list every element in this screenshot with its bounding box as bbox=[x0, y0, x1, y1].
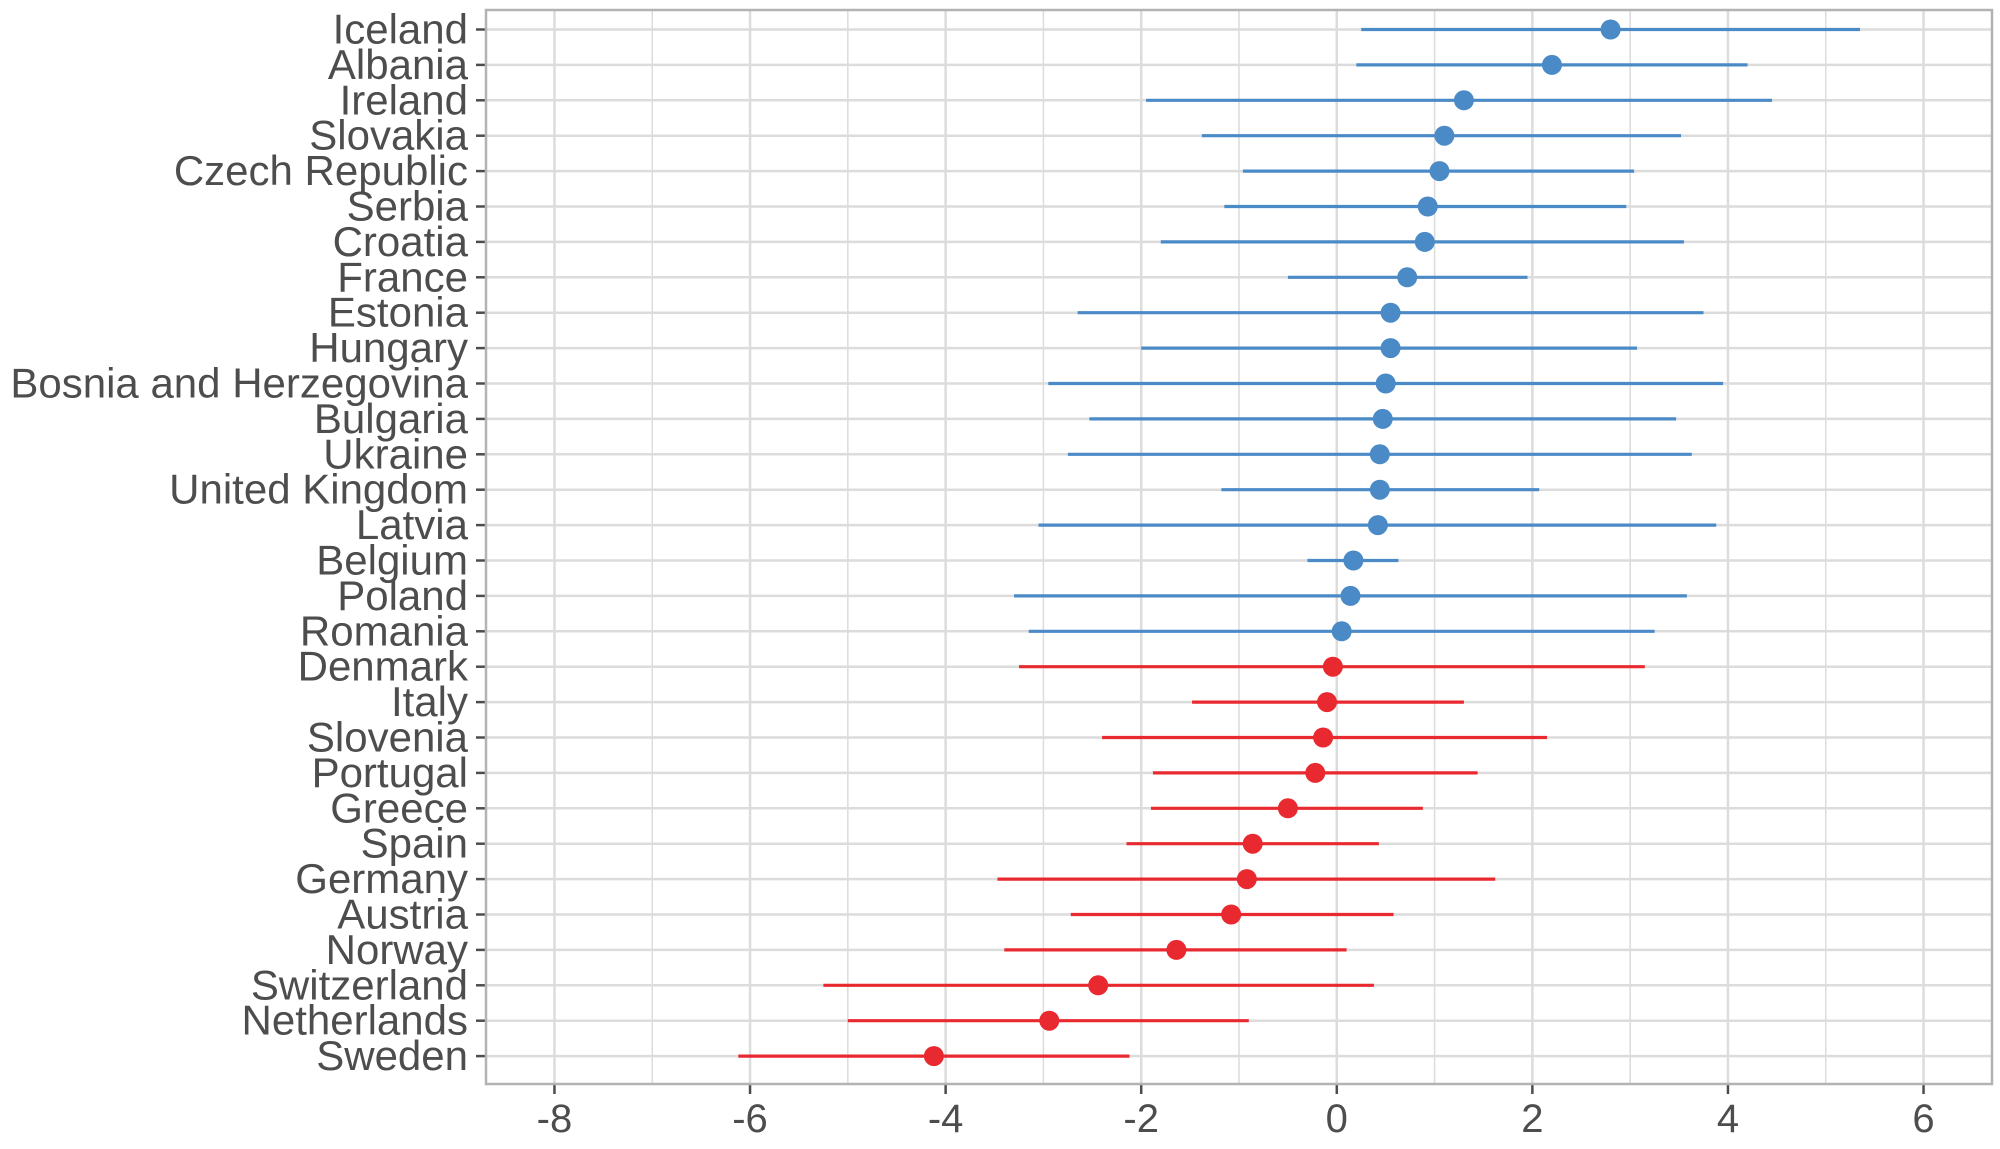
estimate-point bbox=[1541, 54, 1562, 75]
estimate-point bbox=[1417, 196, 1438, 217]
x-tick-label: -6 bbox=[732, 1097, 768, 1141]
estimate-point bbox=[1236, 869, 1257, 890]
y-tick-label: Italy bbox=[391, 678, 468, 725]
estimate-point bbox=[1369, 479, 1390, 500]
y-tick-label: Norway bbox=[326, 926, 468, 973]
interval-layer bbox=[738, 27, 1860, 1058]
y-tick-label: Romania bbox=[300, 607, 469, 654]
y-tick-label: Denmark bbox=[298, 643, 469, 690]
x-tick-label: -8 bbox=[537, 1097, 573, 1141]
y-tick-label: Greece bbox=[330, 784, 468, 831]
estimate-point bbox=[1305, 762, 1326, 783]
estimate-point bbox=[1340, 585, 1361, 606]
estimate-point bbox=[923, 1046, 944, 1067]
y-tick-label: Croatia bbox=[333, 218, 469, 265]
y-tick-label: Ireland bbox=[340, 76, 468, 123]
estimate-point bbox=[1380, 338, 1401, 359]
estimate-point bbox=[1331, 621, 1352, 642]
y-tick-label: Austria bbox=[337, 891, 468, 938]
estimate-point bbox=[1317, 692, 1338, 713]
estimate-point bbox=[1453, 90, 1474, 111]
estimate-point bbox=[1380, 302, 1401, 323]
y-tick-label: Portugal bbox=[312, 749, 468, 796]
estimate-point bbox=[1369, 444, 1390, 465]
estimate-point bbox=[1414, 231, 1435, 252]
estimate-point bbox=[1434, 125, 1455, 146]
y-tick-label: Netherlands bbox=[242, 997, 468, 1044]
estimate-point bbox=[1600, 19, 1621, 40]
point-layer bbox=[923, 19, 1621, 1067]
panel-border bbox=[484, 8, 1994, 1086]
y-tick-label: Albania bbox=[328, 41, 469, 88]
x-axis-ticks: -8 -6 -4 -2 0 2 4 6 bbox=[537, 1084, 1935, 1141]
y-tick-label: Estonia bbox=[328, 289, 469, 336]
y-tick-label: Spain bbox=[361, 820, 468, 867]
estimate-point bbox=[1429, 161, 1450, 182]
x-tick-label: -2 bbox=[1123, 1097, 1159, 1141]
y-tick-label: Slovenia bbox=[307, 714, 469, 761]
estimate-point bbox=[1221, 904, 1242, 925]
y-tick-label: Bulgaria bbox=[314, 395, 469, 442]
y-tick-label: Bosnia and Herzegovina bbox=[10, 360, 468, 407]
y-tick-label: Iceland bbox=[333, 6, 468, 53]
estimate-point bbox=[1166, 939, 1187, 960]
y-tick-label: Latvia bbox=[356, 501, 469, 548]
estimate-point bbox=[1367, 515, 1388, 536]
x-tick-label: -4 bbox=[928, 1097, 964, 1141]
x-tick-label: 4 bbox=[1717, 1097, 1739, 1141]
y-tick-label: Ukraine bbox=[323, 430, 468, 477]
y-tick-label: Germany bbox=[295, 855, 468, 902]
y-tick-label: Czech Republic bbox=[174, 147, 468, 194]
y-tick-label: Slovakia bbox=[309, 112, 468, 159]
y-tick-label: Sweden bbox=[316, 1032, 468, 1079]
y-tick-label: Serbia bbox=[347, 183, 469, 230]
estimate-point bbox=[1088, 975, 1109, 996]
estimate-point bbox=[1375, 373, 1396, 394]
x-tick-label: 2 bbox=[1521, 1097, 1543, 1141]
estimate-point bbox=[1313, 727, 1334, 748]
y-tick-label: United Kingdom bbox=[169, 466, 468, 513]
estimate-point bbox=[1397, 267, 1418, 288]
y-tick-label: Hungary bbox=[309, 324, 468, 371]
estimate-point bbox=[1242, 833, 1263, 854]
estimate-point bbox=[1039, 1010, 1060, 1031]
estimate-point bbox=[1322, 656, 1343, 677]
estimate-point bbox=[1277, 798, 1298, 819]
estimate-point bbox=[1343, 550, 1364, 571]
x-tick-label: 6 bbox=[1912, 1097, 1934, 1141]
x-tick-label: 0 bbox=[1326, 1097, 1348, 1141]
y-tick-label: Belgium bbox=[316, 537, 468, 584]
y-tick-label: Poland bbox=[337, 572, 468, 619]
estimate-point bbox=[1372, 408, 1393, 429]
y-tick-label: France bbox=[337, 253, 468, 300]
grid-layer bbox=[486, 10, 1992, 1084]
y-tick-label: Switzerland bbox=[251, 961, 468, 1008]
